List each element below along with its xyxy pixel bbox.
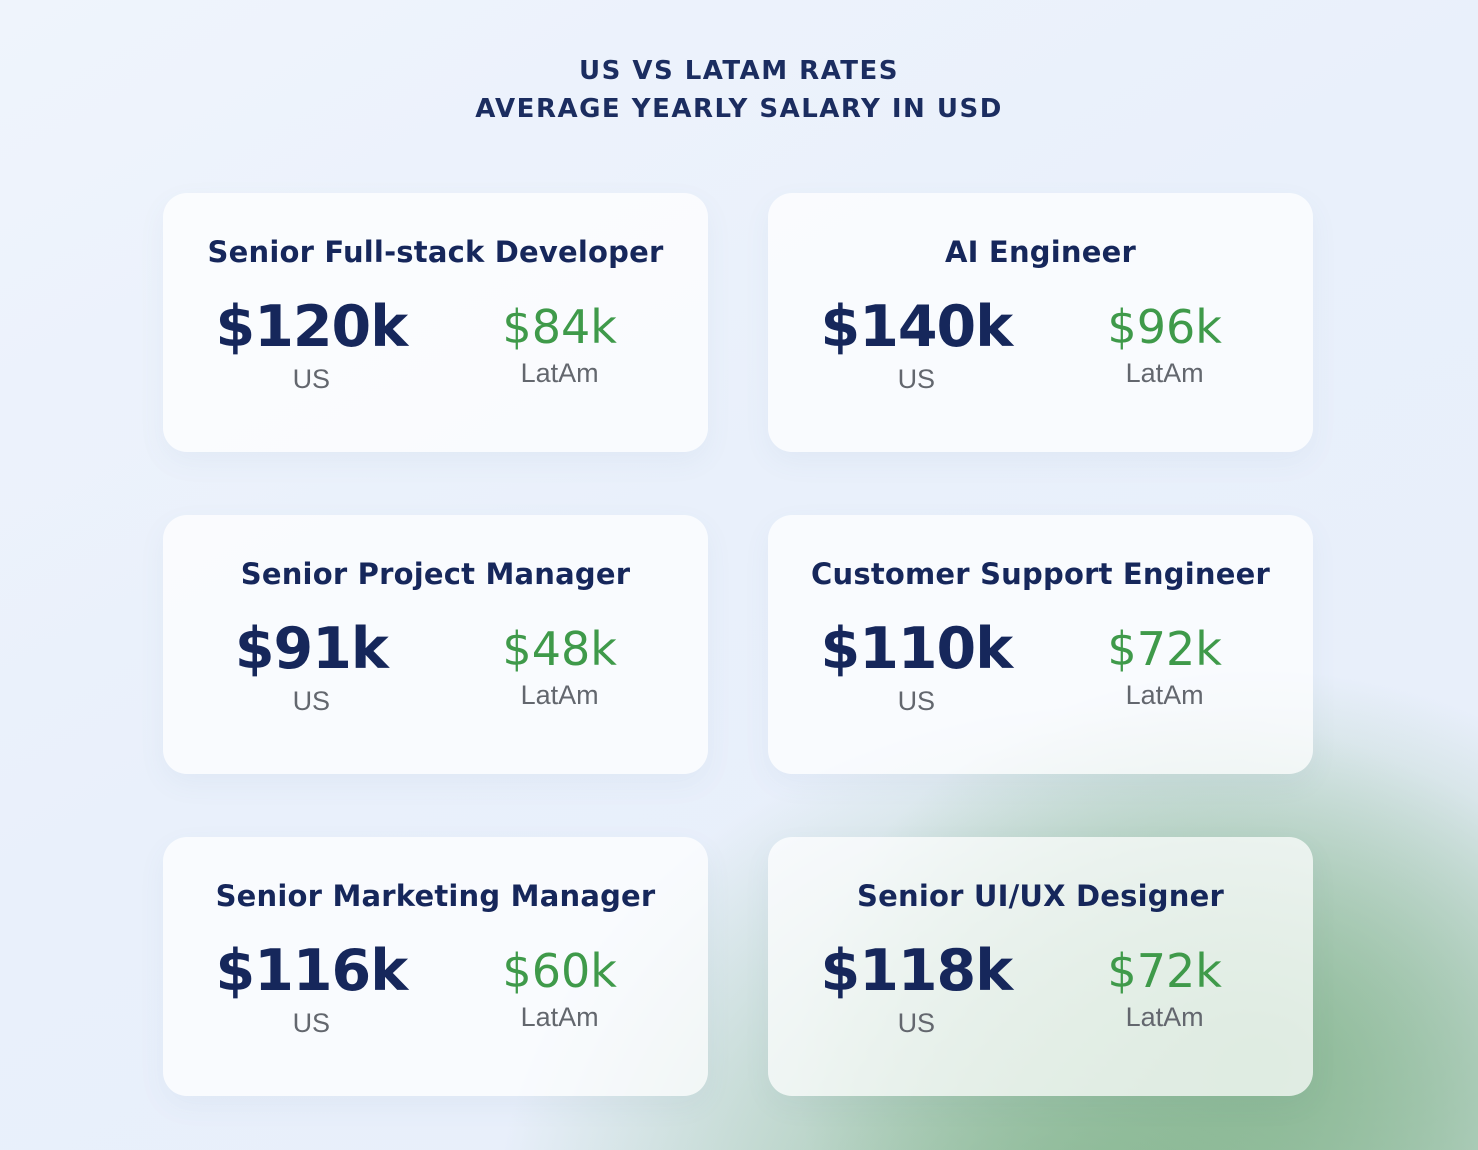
us-label: US: [292, 1007, 331, 1038]
latam-salary-value: $60k: [502, 944, 617, 999]
latam-label: LatAm: [1125, 680, 1204, 711]
values-row: $116k US $60k LatAm: [163, 937, 708, 1038]
salary-card-senior-fullstack-developer: Senior Full-stack Developer $120k US $84…: [163, 193, 708, 452]
card-title: Senior UI/UX Designer: [857, 879, 1224, 913]
us-column: $140k US: [816, 293, 1016, 394]
card-title: Senior Project Manager: [240, 557, 631, 591]
page-title-line2: AVERAGE YEARLY SALARY IN USD: [475, 94, 1003, 124]
us-salary-value: $110k: [820, 615, 1014, 682]
latam-salary-value: $84k: [502, 300, 617, 355]
card-title: Senior Full-stack Developer: [207, 235, 664, 269]
latam-salary-value: $96k: [1107, 300, 1222, 355]
page-title: US VS LATAM RATES AVERAGE YEARLY SALARY …: [0, 0, 1478, 128]
salary-card-ai-engineer: AI Engineer $140k US $96k LatAm: [768, 193, 1313, 452]
us-label: US: [897, 363, 936, 394]
card-title: Customer Support Engineer: [811, 557, 1270, 591]
latam-column: $72k LatAm: [1065, 626, 1265, 709]
us-salary-value: $120k: [215, 293, 409, 360]
us-salary-value: $140k: [820, 293, 1014, 360]
values-row: $110k US $72k LatAm: [768, 615, 1313, 716]
salary-card-customer-support-engineer: Customer Support Engineer $110k US $72k …: [768, 515, 1313, 774]
us-label: US: [292, 363, 331, 394]
salary-card-senior-marketing-manager: Senior Marketing Manager $116k US $60k L…: [163, 837, 708, 1096]
values-row: $118k US $72k LatAm: [768, 937, 1313, 1038]
latam-label: LatAm: [520, 358, 599, 389]
us-column: $118k US: [816, 937, 1016, 1038]
us-label: US: [897, 1007, 936, 1038]
salary-card-grid: Senior Full-stack Developer $120k US $84…: [163, 193, 1313, 1096]
latam-label: LatAm: [520, 680, 599, 711]
values-row: $91k US $48k LatAm: [163, 615, 708, 716]
latam-column: $96k LatAm: [1065, 304, 1265, 387]
values-row: $140k US $96k LatAm: [768, 293, 1313, 394]
latam-column: $60k LatAm: [460, 948, 660, 1031]
us-salary-value: $91k: [234, 615, 389, 682]
us-column: $116k US: [211, 937, 411, 1038]
us-label: US: [897, 685, 936, 716]
latam-column: $84k LatAm: [460, 304, 660, 387]
card-title: Senior Marketing Manager: [215, 879, 656, 913]
latam-label: LatAm: [1125, 1002, 1204, 1033]
card-title: AI Engineer: [945, 235, 1136, 269]
latam-salary-value: $48k: [502, 622, 617, 677]
latam-salary-value: $72k: [1107, 944, 1222, 999]
latam-label: LatAm: [520, 1002, 599, 1033]
values-row: $120k US $84k LatAm: [163, 293, 708, 394]
latam-label: LatAm: [1125, 358, 1204, 389]
us-salary-value: $116k: [215, 937, 409, 1004]
page-title-line1: US VS LATAM RATES: [578, 56, 900, 86]
latam-salary-value: $72k: [1107, 622, 1222, 677]
us-label: US: [292, 685, 331, 716]
latam-column: $72k LatAm: [1065, 948, 1265, 1031]
us-column: $120k US: [211, 293, 411, 394]
salary-card-senior-project-manager: Senior Project Manager $91k US $48k LatA…: [163, 515, 708, 774]
us-salary-value: $118k: [820, 937, 1014, 1004]
us-column: $91k US: [211, 615, 411, 716]
us-column: $110k US: [816, 615, 1016, 716]
salary-card-senior-uiux-designer: Senior UI/UX Designer $118k US $72k LatA…: [768, 837, 1313, 1096]
latam-column: $48k LatAm: [460, 626, 660, 709]
